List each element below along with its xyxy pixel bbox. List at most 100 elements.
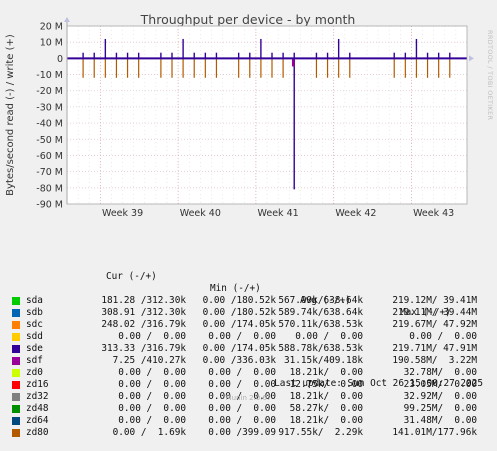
legend-min: 0.00 /174.05k [202,319,276,330]
y-tick-label: -30 M [36,102,63,113]
legend-swatch [12,345,20,353]
legend-avg: 31.15k/409.18k [283,355,363,366]
legend-name: zd0 [26,367,43,378]
legend-max: 99.25M/ 0.00 [403,403,477,414]
legend-min: 0.00 /336.03k [202,355,276,366]
legend-swatch [12,357,20,365]
legend-swatch [12,381,20,389]
y-tick-label: -50 M [36,135,63,146]
y-tick-label: 0 [57,54,63,65]
legend-avg: 58.27k/ 0.00 [289,403,363,414]
legend-row: sdd 0.00 / 0.00 0.00 / 0.00 0.00 / 0.00 0.00… [10,331,477,343]
legend-row: zd64 0.00 / 0.00 0.00 / 0.00 18.21k/ 0.00 31… [10,415,477,427]
legend-avg: 589.74k/638.64k [278,307,363,318]
legend-avg: 18.21k/ 0.00 [289,415,363,426]
legend-cur: 0.00 / 1.69k [112,427,186,438]
legend-max: 31.48M/ 0.00 [403,415,477,426]
y-axis-arrow [64,17,70,22]
munin-version: Munin 2.0.67 [225,394,272,402]
y-tick-label: -60 M [36,151,63,162]
legend-avg: 12.75k/ 0.00 [289,379,363,390]
legend-max: 190.58M/ 3.22M [392,355,477,366]
legend-row: zd16 0.00 / 0.00 0.00 / 0.00 12.75k/ 0.00 23… [10,379,477,391]
legend-name: zd80 [26,427,49,438]
legend-cur: 0.00 / 0.00 [118,379,186,390]
legend-header: Cur (-/+) Min (-/+) Avg (-/+) Max (-/+) [10,259,451,318]
y-tick-label: -80 M [36,183,63,194]
y-tick-label: 10 M [40,38,63,49]
legend-cur: 313.33 /316.79k [101,343,186,354]
x-tick-label: Week 42 [335,208,376,219]
legend-row: sdc 248.02 /316.79k 0.00 /174.05k 570.11k/6… [10,319,477,331]
legend-name: sdd [26,331,43,342]
legend-row: zd32 0.00 / 0.00 0.00 / 0.00 18.21k/ 0.00 32… [10,391,477,403]
legend-header-min: Min (-/+) [210,283,261,294]
legend-row: zd0 0.00 / 0.00 0.00 / 0.00 18.21k/ 0.00 32.… [10,367,477,379]
legend-cur: 248.02 /316.79k [101,319,186,330]
legend-max: 219.11M/ 39.44M [392,307,477,318]
legend-max: 32.92M/ 0.00 [403,391,477,402]
legend-avg: 570.11k/638.53k [278,319,363,330]
legend-row: sde 313.33 /316.79k 0.00 /174.05k 588.78k/6… [10,343,477,355]
legend-swatch [12,309,20,317]
legend-name: zd16 [26,379,49,390]
legend-swatch [12,369,20,377]
x-tick-label: Week 39 [102,208,143,219]
legend-max: 219.67M/ 47.92M [392,319,477,330]
legend-max: 23.05M/ 0.00 [403,379,477,390]
legend-min: 0.00 /174.05k [202,343,276,354]
y-tick-label: -10 M [36,70,63,81]
legend-row: sda 181.28 /312.30k 0.00 /180.52k 567.09k/6… [10,295,477,307]
legend-swatch [12,405,20,413]
x-axis-arrow [469,55,474,62]
y-tick-label: -70 M [36,167,63,178]
x-tick-label: Week 43 [413,208,454,219]
legend-header-cur: Cur (-/+) [106,271,157,282]
legend-row: sdf 7.25 /410.27k 0.00 /336.03k 31.15k/409.… [10,355,477,367]
x-tick-label: Week 41 [258,208,299,219]
legend-min: 0.00 / 0.00 [208,403,276,414]
legend-max: 32.78M/ 0.00 [403,367,477,378]
y-tick-label: -20 M [36,86,63,97]
legend-min: 0.00 / 0.00 [208,379,276,390]
legend-avg: 18.21k/ 0.00 [289,367,363,378]
legend-name: sda [26,295,43,306]
legend-max: 0.00 / 0.00 [409,331,477,342]
throughput-chart: Throughput per device - by month Bytes/s… [5,12,474,219]
legend-swatch [12,297,20,305]
legend-cur: 0.00 / 0.00 [118,403,186,414]
legend-name: sde [26,343,43,354]
legend-cur: 0.00 / 0.00 [118,391,186,402]
y-axis-label: Bytes/second read (-) / write (+) [5,34,16,196]
legend-swatch [12,321,20,329]
legend-min: 0.00 /399.09 [208,427,276,438]
legend-header-max: Max (-/+) [400,307,451,318]
legend-table: Cur (-/+) Min (-/+) Avg (-/+) Max (-/+) … [10,235,477,451]
y-tick-label: -90 M [36,200,63,211]
legend-cur: 181.28 /312.30k [101,295,186,306]
legend-row: zd48 0.00 / 0.00 0.00 / 0.00 58.27k/ 0.00 99… [10,403,477,415]
legend-cur: 0.00 / 0.00 [118,415,186,426]
y-tick-label: 20 M [40,22,63,33]
rrdtool-watermark: RRDTOOL / TOBI OETIKER [486,30,494,121]
legend-name: zd32 [26,391,49,402]
legend-swatch [12,429,20,437]
legend-avg: 18.21k/ 0.00 [289,391,363,402]
legend-min: 0.00 / 0.00 [208,415,276,426]
chart-title: Throughput per device - by month [140,12,356,27]
legend-swatch [12,417,20,425]
legend-cur: 0.00 / 0.00 [118,367,186,378]
legend-min: 0.00 /180.52k [202,307,276,318]
legend-avg: 917.55k/ 2.29k [278,427,363,438]
legend-min: 0.00 /180.52k [202,295,276,306]
legend-cur: 7.25 /410.27k [112,355,186,366]
legend-min: 0.00 / 0.00 [208,391,276,402]
legend-max: 219.71M/ 47.91M [392,343,477,354]
legend-header-avg: Avg (-/+) [300,295,351,306]
legend-swatch [12,333,20,341]
legend-cur: 308.91 /312.30k [101,307,186,318]
legend-row: sdb 308.91 /312.30k 0.00 /180.52k 589.74k/6… [10,307,477,319]
legend-avg: 0.00 / 0.00 [295,331,363,342]
legend-avg: 588.78k/638.53k [278,343,363,354]
legend-max: 219.12M/ 39.41M [392,295,477,306]
